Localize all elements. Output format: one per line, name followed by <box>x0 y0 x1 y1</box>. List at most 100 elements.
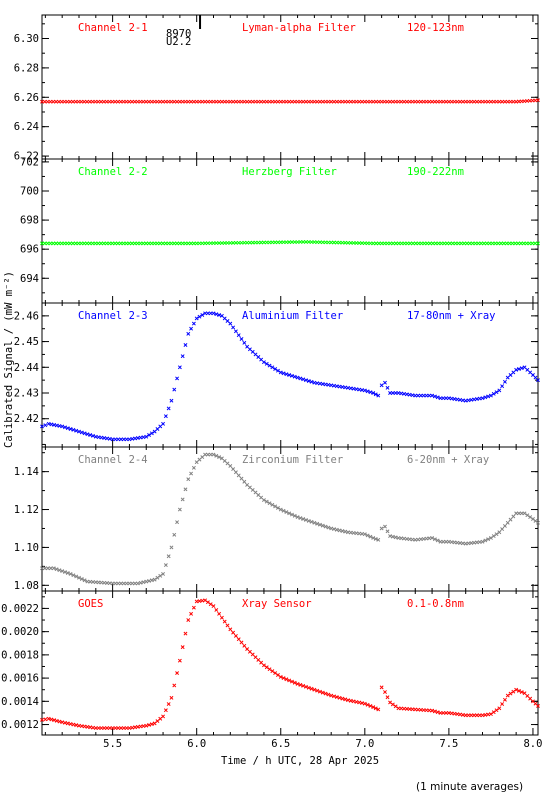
data-point <box>264 499 269 504</box>
data-point <box>60 424 65 429</box>
data-point <box>189 611 194 616</box>
channel-label: Channel 2-4 <box>78 454 148 466</box>
data-point <box>508 691 513 696</box>
data-point <box>385 385 390 390</box>
data-point <box>332 383 336 388</box>
data-point <box>393 704 398 709</box>
data-point <box>222 619 227 624</box>
data-point <box>161 571 166 576</box>
y-tick-label: 694 <box>20 273 39 285</box>
data-point <box>96 435 101 440</box>
data-point <box>63 570 67 575</box>
data-point <box>284 677 289 682</box>
data-point <box>261 498 266 503</box>
x-tick-label: 6.5 <box>271 738 290 750</box>
data-point <box>323 524 328 529</box>
data-point <box>281 508 286 513</box>
series-points <box>40 239 540 246</box>
data-point <box>85 432 90 437</box>
data-point <box>46 716 51 721</box>
data-point <box>144 723 149 728</box>
data-point <box>275 673 280 677</box>
data-point <box>365 389 370 394</box>
data-point <box>267 667 272 672</box>
data-point <box>309 379 314 384</box>
data-point <box>346 698 350 703</box>
data-point <box>502 379 507 384</box>
data-point <box>77 429 81 434</box>
data-point <box>141 580 146 585</box>
data-point <box>141 435 146 440</box>
data-point <box>68 427 73 431</box>
data-point <box>135 436 140 440</box>
data-point <box>519 366 524 371</box>
data-point <box>340 529 345 533</box>
y-tick-label: 2.44 <box>14 362 39 374</box>
data-point <box>394 241 398 246</box>
filter-label: Lyman-alpha Filter <box>242 22 356 34</box>
data-point <box>430 393 435 398</box>
data-point <box>522 365 527 370</box>
band-label: 190-222nm <box>407 166 464 178</box>
data-point <box>65 426 70 431</box>
y-tick-label: 1.14 <box>14 466 39 478</box>
data-point <box>281 676 286 681</box>
data-point <box>491 391 496 396</box>
data-point <box>343 529 348 534</box>
data-point <box>253 655 258 660</box>
data-point <box>191 605 196 610</box>
data-point <box>211 311 216 316</box>
panel-frame <box>41 158 539 304</box>
data-point <box>79 430 84 435</box>
data-point <box>306 379 311 383</box>
data-point <box>373 706 378 711</box>
data-point <box>152 577 157 582</box>
data-point <box>169 398 174 403</box>
data-point <box>385 695 390 700</box>
data-point <box>436 241 441 246</box>
y-tick-label: 6.26 <box>14 92 39 104</box>
data-point <box>158 573 163 578</box>
data-point <box>357 700 362 705</box>
data-point <box>57 423 62 428</box>
data-point <box>287 373 292 377</box>
data-point <box>183 343 188 347</box>
y-tick-label: 2.46 <box>14 310 39 322</box>
data-point <box>320 690 325 695</box>
data-point <box>514 367 519 372</box>
x-tick-label: 6.0 <box>187 738 206 750</box>
data-point <box>402 241 407 246</box>
y-tick-label: 0.0022 <box>1 603 39 615</box>
data-point <box>177 658 182 663</box>
data-point <box>264 665 269 670</box>
data-point <box>138 435 143 440</box>
data-point <box>166 702 171 706</box>
data-point <box>309 686 314 691</box>
data-point <box>332 527 336 532</box>
data-point <box>357 387 362 392</box>
data-point <box>388 700 392 705</box>
y-tick-label: 696 <box>20 244 39 256</box>
data-point <box>301 683 306 688</box>
data-point <box>74 574 79 579</box>
data-point <box>480 539 485 544</box>
panel-frame <box>41 14 539 160</box>
y-tick-label: 2.43 <box>14 388 39 400</box>
data-point <box>536 378 540 383</box>
data-point <box>383 690 387 694</box>
data-point <box>432 394 437 399</box>
data-point <box>505 520 510 525</box>
data-point <box>82 578 87 583</box>
data-point <box>502 697 507 702</box>
data-point <box>404 392 409 397</box>
data-point <box>312 380 317 385</box>
data-point <box>511 514 516 519</box>
data-point <box>525 513 530 518</box>
data-point <box>155 575 160 580</box>
annotation-label: U2.2 <box>166 36 191 48</box>
data-point <box>287 511 292 516</box>
data-point <box>189 326 194 331</box>
data-point <box>494 390 499 395</box>
data-point <box>247 649 252 654</box>
data-point <box>40 566 44 571</box>
